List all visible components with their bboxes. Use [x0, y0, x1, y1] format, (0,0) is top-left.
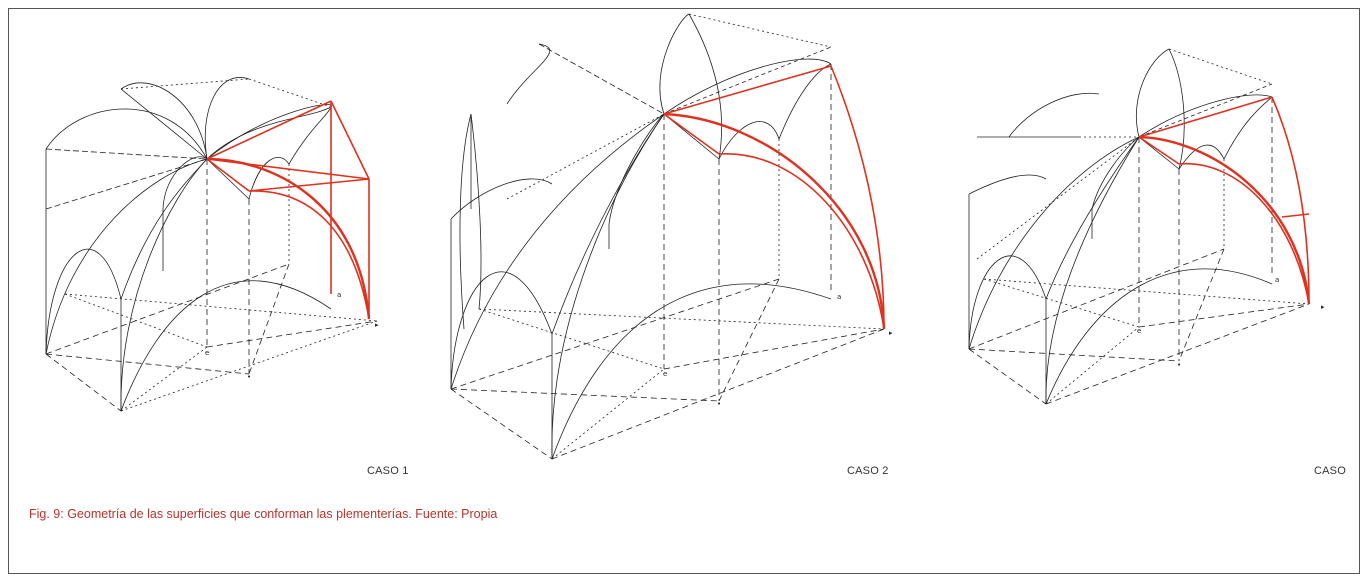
svg-text:a: a: [837, 293, 841, 301]
svg-text:a: a: [337, 291, 341, 299]
case-3-label: CASO: [1314, 465, 1346, 477]
svg-text:▸: ▸: [1321, 303, 1325, 311]
figure-frame: e • a ▸: [8, 8, 1360, 574]
svg-text:•: •: [1177, 361, 1181, 369]
case-2-label: CASO 2: [847, 465, 889, 477]
svg-text:e: e: [1137, 327, 1141, 335]
vault-geometry-drawing: e • a ▸: [45, 13, 1325, 460]
svg-text:•: •: [247, 373, 251, 381]
svg-text:a: a: [1275, 276, 1279, 284]
vault-case-3: e • a ▸: [968, 48, 1325, 405]
svg-text:e: e: [205, 349, 209, 357]
svg-text:•: •: [717, 400, 721, 408]
case-1-label: CASO 1: [367, 465, 409, 477]
svg-text:▸: ▸: [375, 321, 379, 329]
vault-case-2: e • a ▸: [450, 13, 893, 460]
figure-caption: Fig. 9: Geometría de las superficies que…: [29, 507, 498, 521]
vault-case-1: e • a ▸: [45, 77, 379, 412]
svg-text:e: e: [663, 370, 667, 378]
svg-text:▸: ▸: [889, 329, 893, 337]
